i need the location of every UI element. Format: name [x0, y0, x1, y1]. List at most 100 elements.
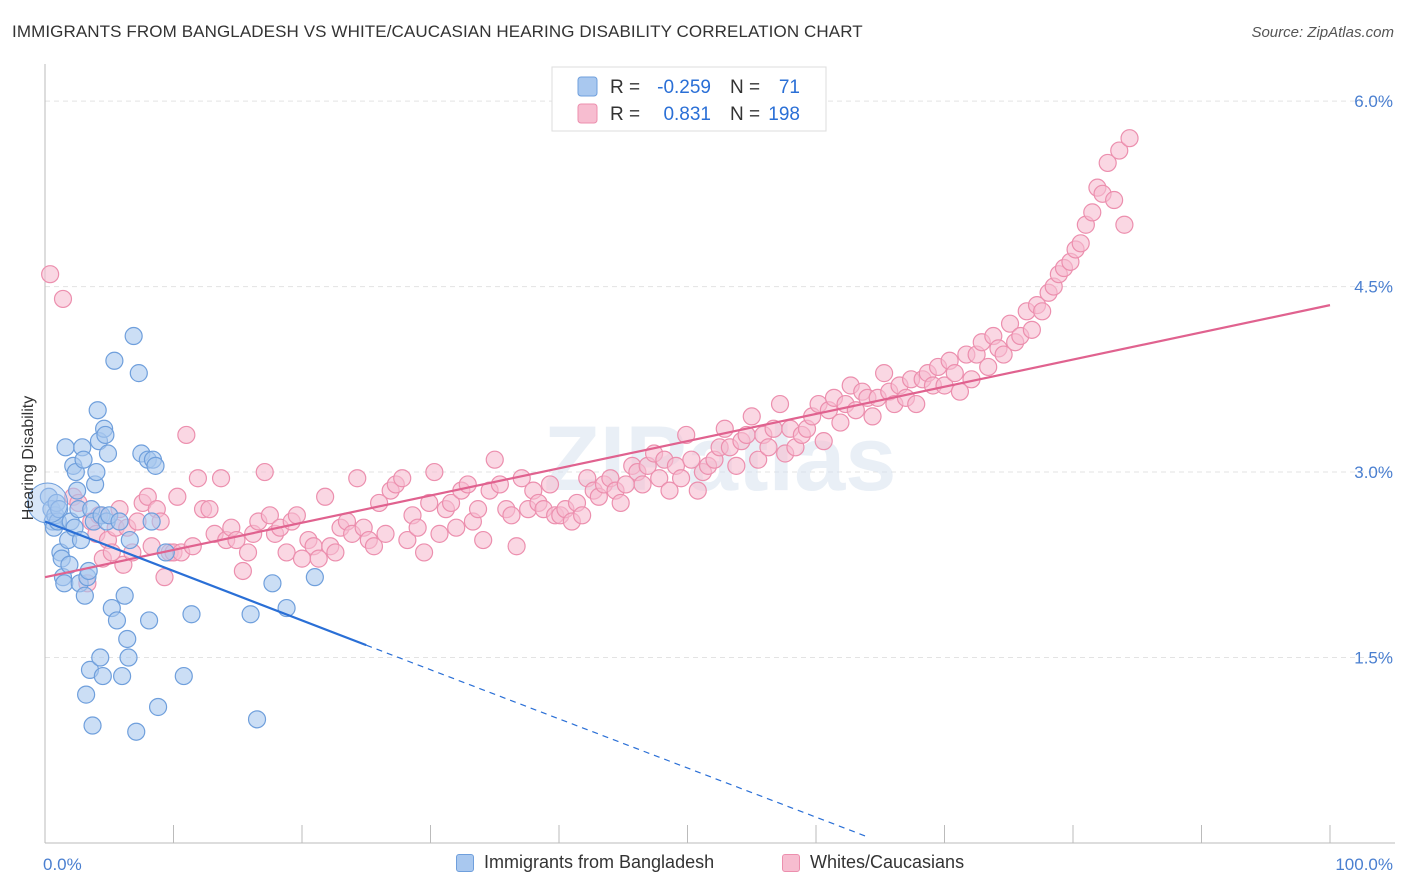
point-bangladesh [129, 364, 148, 383]
point-whites [1022, 320, 1041, 339]
point-whites [277, 543, 296, 562]
point-bangladesh [75, 586, 94, 605]
point-bangladesh [55, 574, 74, 593]
point-bangladesh [305, 568, 324, 587]
y-tick-label: 6.0% [1354, 92, 1393, 111]
legend-item-whites: Whites/Caucasians [782, 852, 964, 873]
chart-title: IMMIGRANTS FROM BANGLADESH VS WHITE/CAUC… [12, 22, 863, 41]
point-whites [425, 462, 444, 482]
point-bangladesh [71, 530, 91, 550]
x-tick-label: 100.0% [1335, 855, 1393, 874]
point-whites [671, 469, 691, 488]
point-whites [364, 537, 384, 556]
point-whites [677, 425, 696, 445]
point-bangladesh [87, 462, 106, 482]
legend-swatch-pink [577, 103, 598, 124]
point-bangladesh [105, 351, 124, 370]
point-whites [188, 469, 208, 488]
legend-r-value: 0.831 [663, 104, 711, 125]
point-whites [688, 481, 707, 500]
point-bangladesh [182, 605, 201, 624]
legend-r-label: R = [610, 104, 640, 125]
point-whites [759, 438, 778, 457]
point-bangladesh [68, 481, 87, 500]
point-whites [309, 549, 328, 568]
point-bangladesh [98, 444, 118, 463]
point-whites [393, 469, 412, 488]
legend-swatch-blue [577, 76, 598, 97]
point-whites [1110, 141, 1129, 160]
point-bangladesh [77, 685, 96, 704]
point-bangladesh [139, 611, 159, 630]
x-tick-labels: 0.0% 100.0% [43, 855, 1393, 874]
source-credit: Source: ZipAtlas.com [1251, 24, 1394, 41]
point-bangladesh [241, 605, 260, 624]
point-whites [1120, 129, 1139, 148]
point-whites [447, 518, 466, 537]
legend-swatch-blue [456, 853, 474, 872]
legend-bottom: Immigrants from Bangladesh Whites/Caucas… [0, 852, 1406, 878]
point-whites [1115, 215, 1134, 234]
legend-n-label: N = [730, 104, 760, 125]
point-whites [316, 487, 335, 506]
point-whites [1000, 314, 1020, 333]
legend-item-bangladesh: Immigrants from Bangladesh [456, 852, 714, 873]
trend-lines [44, 304, 1331, 838]
point-whites [945, 364, 964, 383]
trend-line-bangladesh [44, 520, 367, 647]
point-whites [53, 289, 73, 309]
axes [44, 64, 1395, 844]
point-bangladesh [74, 450, 93, 469]
point-whites [1105, 190, 1124, 210]
point-bangladesh [263, 574, 282, 593]
point-whites [420, 493, 439, 513]
point-whites [260, 506, 279, 525]
point-whites [875, 364, 894, 383]
point-whites [168, 487, 187, 506]
point-bangladesh [146, 456, 165, 475]
point-whites [255, 462, 274, 482]
point-bangladesh [83, 716, 102, 735]
point-whites [233, 561, 252, 581]
point-whites [749, 450, 768, 469]
point-whites [474, 530, 493, 550]
y-axis-label: Hearing Disability [20, 396, 37, 521]
point-whites [650, 469, 669, 488]
point-whites [633, 475, 652, 494]
point-whites [155, 568, 174, 587]
point-whites [138, 487, 157, 506]
point-bangladesh [50, 500, 69, 519]
point-whites [348, 469, 367, 488]
point-bangladesh [110, 512, 129, 531]
legend-r-label: R = [610, 77, 640, 98]
point-bangladesh [174, 666, 193, 686]
legend-n-label: N = [730, 77, 760, 98]
point-bangladesh [107, 611, 127, 630]
point-whites [979, 357, 998, 377]
point-whites [200, 500, 219, 519]
point-whites [430, 524, 449, 543]
point-bangladesh [119, 648, 138, 667]
point-whites [1083, 203, 1102, 222]
legend-top: R = -0.259 N = 71 R = 0.831 N = 198 [551, 66, 827, 132]
point-whites [177, 425, 196, 445]
trend-line-whites [44, 304, 1331, 579]
data-points [27, 129, 1139, 741]
point-whites [408, 518, 427, 537]
point-whites [1033, 302, 1052, 321]
point-bangladesh [148, 697, 168, 717]
y-tick-labels: 1.5% 3.0% 4.5% 6.0% [1354, 92, 1393, 667]
point-bangladesh [93, 666, 112, 686]
point-whites [468, 500, 488, 519]
legend-n-value: 71 [779, 77, 800, 98]
legend-swatch-pink [782, 853, 800, 872]
y-tick-label: 4.5% [1354, 278, 1393, 297]
legend-label: Immigrants from Bangladesh [484, 852, 715, 872]
point-whites [1098, 153, 1117, 173]
point-bangladesh [91, 648, 110, 667]
point-whites [814, 432, 833, 451]
point-bangladesh [127, 722, 146, 741]
point-whites [682, 450, 701, 469]
point-whites [727, 456, 746, 475]
